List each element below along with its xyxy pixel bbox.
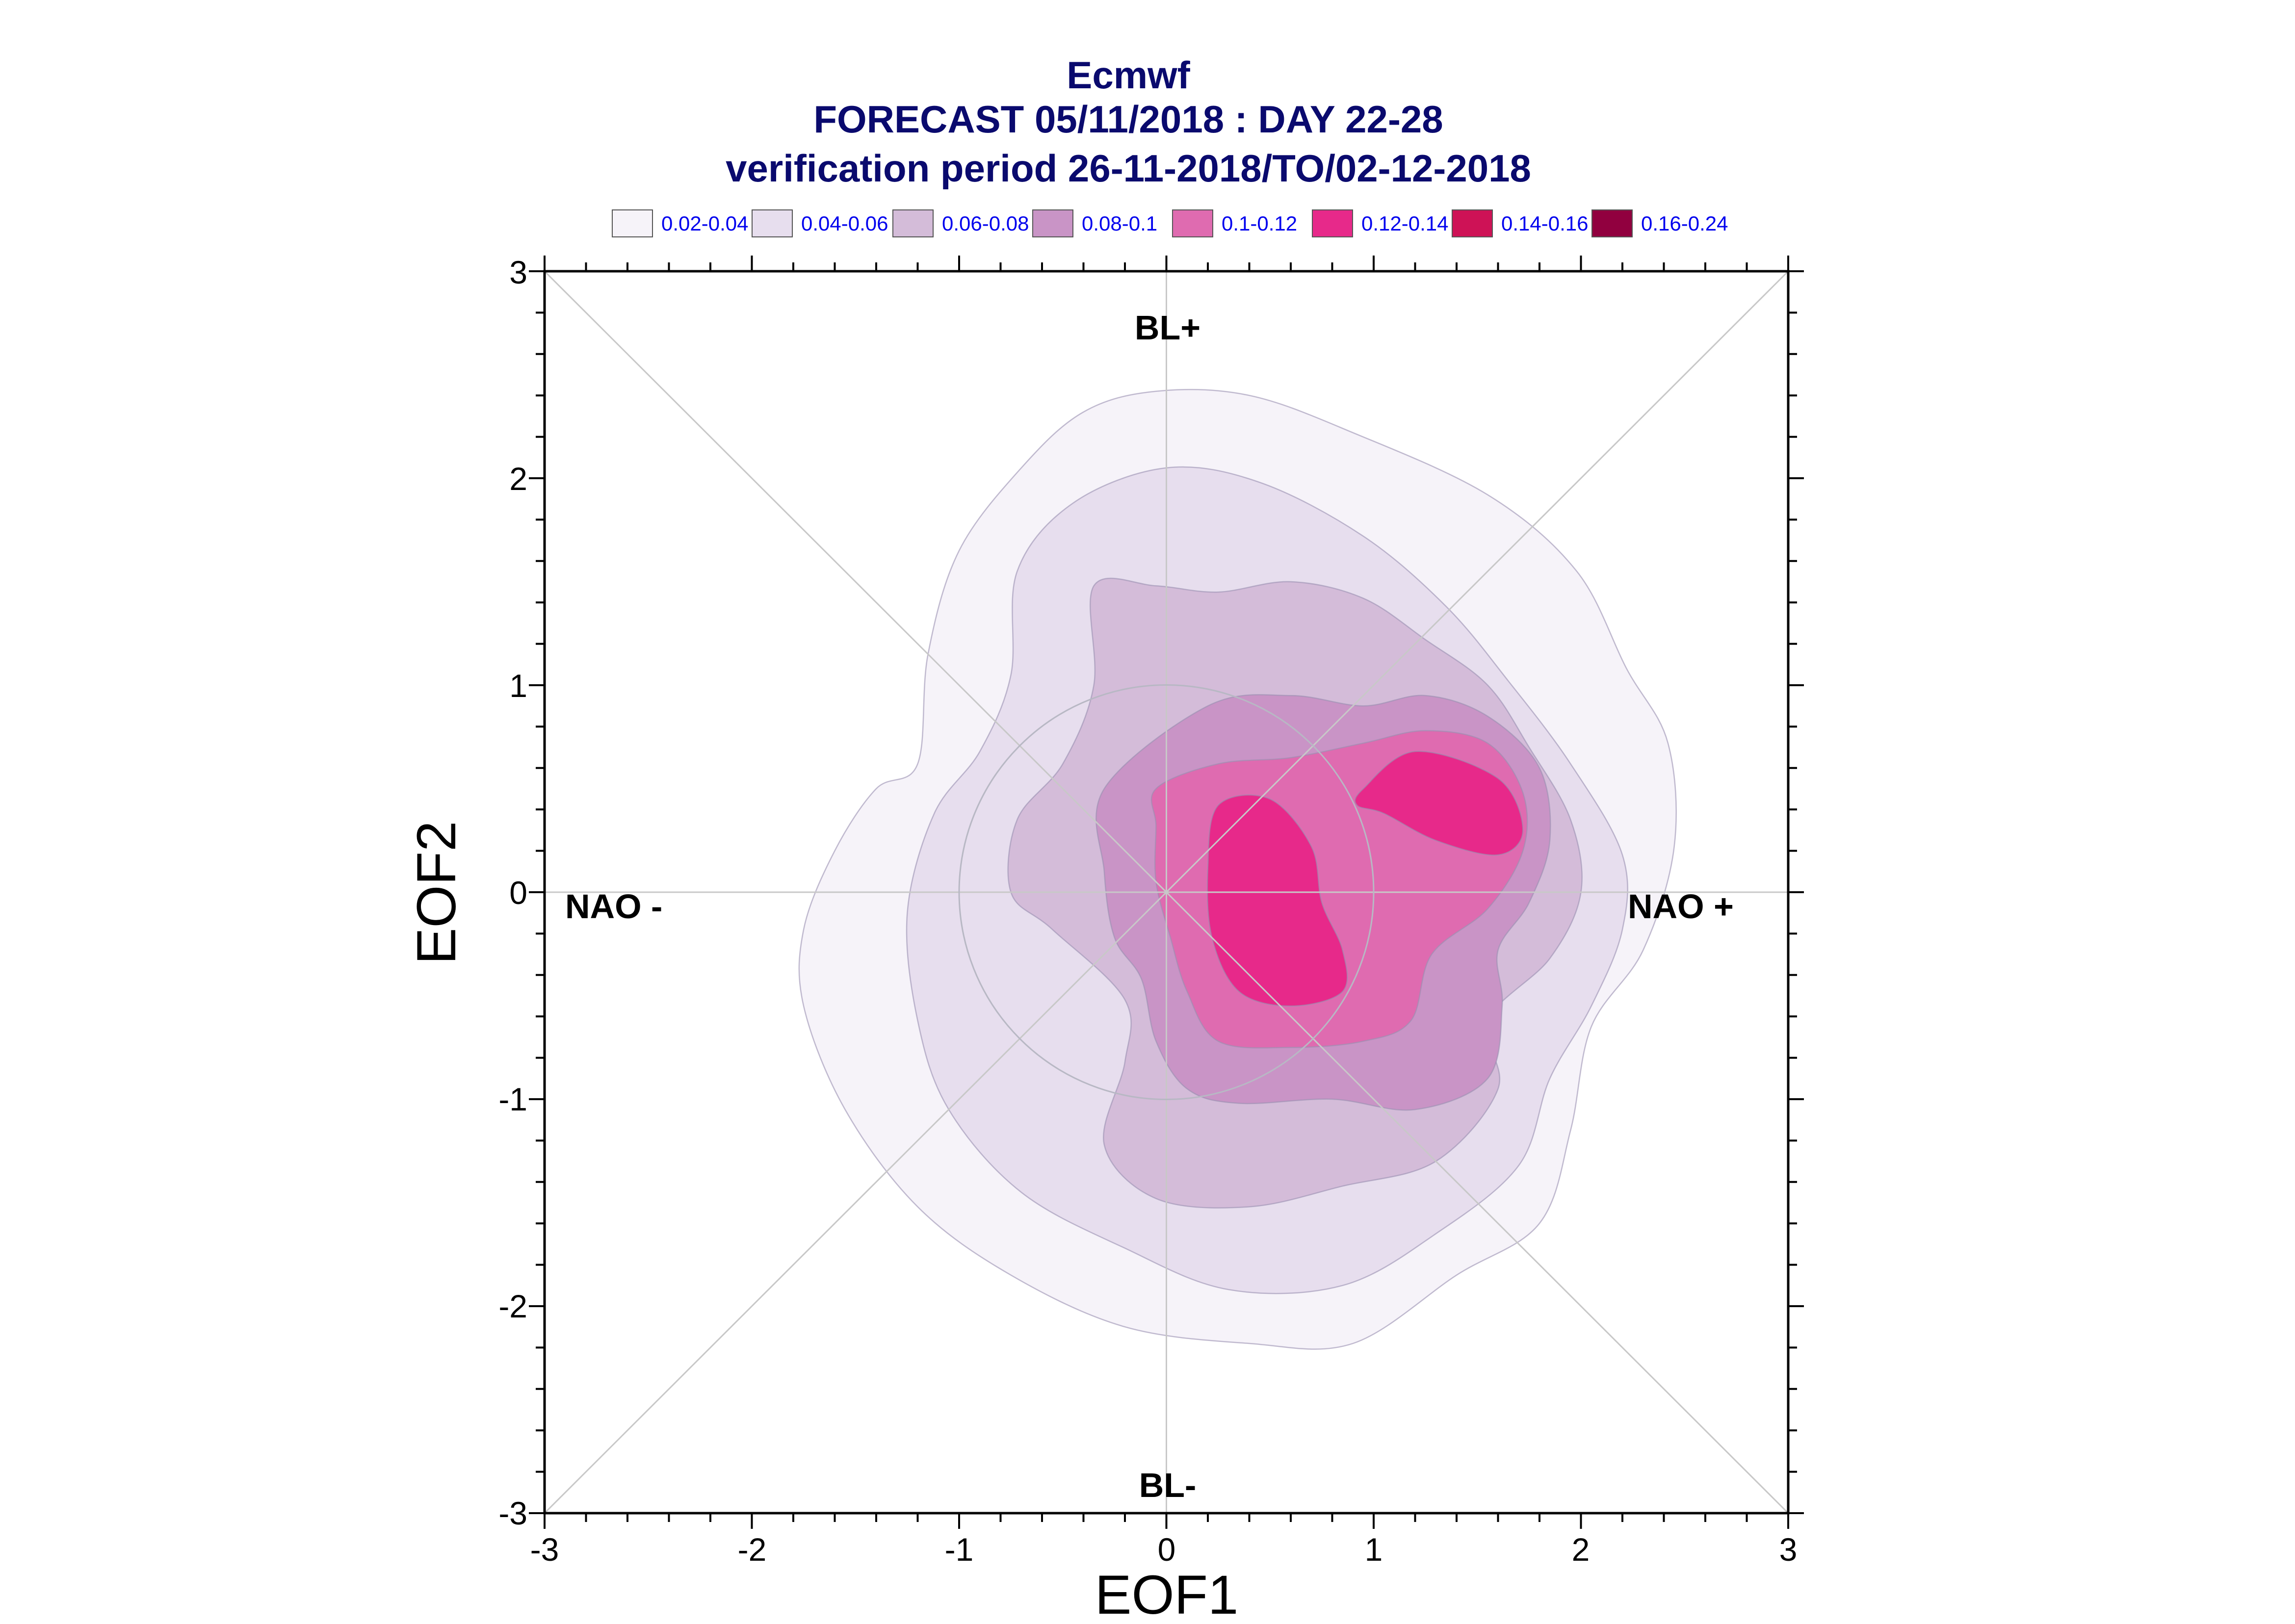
x-tick-label-6: 2 [1572,1531,1590,1568]
chart-title: Ecmwf FORECAST 05/11/2018 : DAY 22-28 ve… [726,53,1531,190]
legend-swatch-6 [1312,209,1353,237]
legend-swatch-5 [1172,209,1213,237]
region-label-bl-minus: BL- [1139,1466,1197,1504]
title-line-1: Ecmwf [1067,53,1190,97]
region-label-bl-plus: BL+ [1135,309,1200,347]
legend-label-6: 0.12-0.14 [1361,212,1448,235]
reference-layer [544,270,1789,1514]
y-tick-label-3: 1 [509,668,527,704]
x-tick-label-1: -3 [530,1531,559,1568]
x-tick-label-5: 1 [1365,1531,1383,1568]
y-tick-label-7: -3 [498,1495,527,1531]
x-tick-label-7: 3 [1779,1531,1798,1568]
y-tick-label-4: 0 [509,875,527,911]
title-line-3: verification period 26-11-2018/TO/02-12-… [726,147,1531,190]
y-tick-label-5: -1 [498,1081,527,1117]
legend-swatch-4 [1032,209,1073,237]
legend-label-1: 0.02-0.04 [661,212,748,235]
x-tick-label-2: -2 [738,1531,767,1568]
legend: 0.02-0.04 0.04-0.06 0.06-0.08 0.08-0.1 0… [612,209,1728,237]
legend-label-7: 0.14-0.16 [1501,212,1588,235]
legend-label-2: 0.04-0.06 [801,212,888,235]
legend-label-4: 0.08-0.1 [1082,212,1157,235]
legend-swatch-7 [1452,209,1493,237]
legend-swatch-2 [752,209,793,237]
y-tick-label-2: 2 [509,461,527,497]
y-tick-label-6: -2 [498,1288,527,1324]
x-tick-labels: -3 -2 -1 0 1 2 3 [530,1531,1798,1568]
tick-marks [529,256,1804,1529]
unit-circle [958,684,1375,1100]
y-tick-labels: 3 2 1 0 -1 -2 -3 [498,254,527,1531]
legend-label-5: 0.1-0.12 [1222,212,1297,235]
legend-swatch-8 [1591,209,1633,237]
y-axis-label: EOF2 [406,821,467,965]
x-tick-label-3: -1 [945,1531,974,1568]
legend-label-8: 0.16-0.24 [1641,212,1728,235]
x-tick-label-4: 0 [1158,1531,1176,1568]
legend-label-3: 0.06-0.08 [942,212,1029,235]
contour-7 [1354,750,1524,856]
legend-swatch-3 [892,209,934,237]
x-axis-label: EOF1 [1095,1564,1239,1624]
legend-swatch-1 [612,209,653,237]
region-label-nao-plus: NAO + [1628,887,1734,926]
y-tick-label-1: 3 [509,254,527,290]
contour-layer [798,389,1677,1350]
region-label-nao-minus: NAO - [565,887,662,926]
title-line-2: FORECAST 05/11/2018 : DAY 22-28 [813,98,1443,141]
contour-6 [1206,794,1348,1007]
